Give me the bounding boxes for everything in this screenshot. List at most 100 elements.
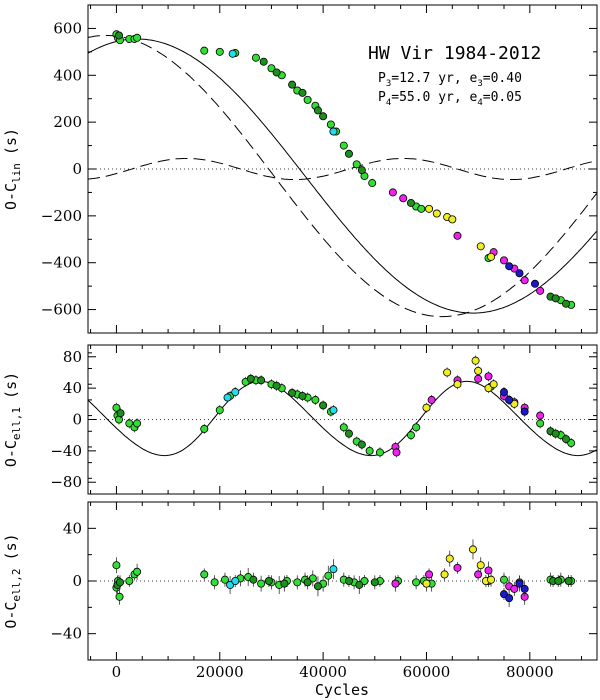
data-point-green: [215, 47, 224, 56]
data-point-green: [365, 446, 374, 455]
data-point-cyan: [231, 577, 240, 586]
x-axis-label: Cycles: [315, 681, 369, 699]
y-tick-label: 40: [63, 379, 82, 397]
data-point-yellow: [476, 561, 485, 570]
data-point-green: [375, 448, 384, 457]
data-point-dark_green: [561, 299, 570, 308]
data-point-cyan: [329, 565, 338, 574]
model-curve-ell1: [88, 380, 597, 457]
y-tick-label: 40: [63, 519, 82, 537]
data-point-dark_green: [406, 198, 415, 207]
y-tick-label: 400: [53, 66, 82, 84]
data-point-yellow: [448, 215, 457, 224]
data-point-magenta: [474, 570, 483, 579]
data-point-dark_green: [319, 112, 328, 121]
data-point-green: [536, 419, 545, 428]
data-point-green: [112, 561, 121, 570]
data-point-dark_green: [246, 374, 255, 383]
data-point-magenta: [427, 395, 436, 404]
data-point-yellow: [425, 204, 434, 213]
data-point-dark_green: [288, 80, 297, 89]
data-point-magenta: [388, 188, 397, 197]
data-point-blue: [515, 579, 524, 588]
model-curve-p3: [88, 158, 597, 180]
data-point-magenta: [484, 372, 493, 381]
data-point-blue: [505, 262, 514, 271]
x-tick-label: 60000: [403, 663, 451, 681]
data-point-green: [133, 419, 142, 428]
y-tick-label: 0: [72, 572, 82, 590]
data-point-yellow: [489, 380, 498, 389]
data-point-green: [112, 403, 121, 412]
y-tick-label: 200: [53, 113, 82, 131]
data-point-yellow: [468, 545, 477, 554]
top-panel-oc-lin: −600 −400 −200 0 200 400 600 O-Clin(s): [2, 4, 598, 334]
y-tick-label: 600: [53, 19, 82, 37]
data-point-green: [311, 395, 320, 404]
data-point-green: [406, 431, 415, 440]
data-point-cyan: [228, 49, 237, 58]
param-line-1: P3=12.7 yr, e3=0.40: [378, 71, 522, 89]
data-point-dark_green: [564, 577, 573, 586]
data-point-green: [499, 575, 508, 584]
data-point-dark_green: [298, 88, 307, 97]
data-point-magenta: [392, 448, 401, 457]
model-curve-p4: [88, 35, 597, 318]
data-point-green: [326, 120, 335, 129]
x-tick-label: 80000: [506, 663, 554, 681]
data-point-dark_green: [116, 409, 125, 418]
data-point-dark_green: [355, 580, 364, 589]
data-point-yellow: [476, 242, 485, 251]
data-point-blue: [515, 269, 524, 278]
data-point-green: [324, 571, 333, 580]
figure-title: HW Vir 1984-2012: [368, 43, 541, 64]
data-point-green: [133, 33, 142, 42]
data-point-dark_green: [344, 577, 353, 586]
data-point-green: [339, 423, 348, 432]
y-tick-label: −80: [50, 473, 82, 491]
y-axis-label: O-Cell,2(s): [2, 533, 23, 628]
data-point-green: [412, 423, 421, 432]
data-point-dark_green: [298, 391, 307, 400]
data-point-yellow: [453, 380, 462, 389]
data-point-yellow: [474, 366, 483, 375]
data-point-green: [215, 406, 224, 415]
data-point-cyan: [329, 406, 338, 415]
data-point-magenta: [391, 579, 400, 588]
data-point-dark_green: [357, 440, 366, 449]
data-point-magenta: [453, 563, 462, 572]
data-point-blue: [520, 584, 529, 593]
model-curve-combined: [88, 38, 597, 314]
data-point-green: [251, 53, 260, 62]
data-point-magenta: [499, 256, 508, 265]
data-point-green: [133, 567, 142, 576]
data-point-yellow: [422, 579, 431, 588]
param-line-2: P4=55.0 yr, e4=0.05: [378, 90, 522, 108]
data-point-yellow: [487, 575, 496, 584]
y-tick-label: −40: [50, 442, 82, 460]
bottom-panel-oc-ell2: −40 0 40 0 20000 40000 60000 80000 O-Cell,2(s): [2, 501, 598, 681]
data-point-dark_green: [357, 166, 366, 175]
data-point-magenta: [510, 584, 519, 593]
y-tick-label: 0: [72, 411, 82, 429]
data-point-blue: [499, 388, 508, 397]
data-point-green: [200, 46, 209, 55]
data-point-dark_green: [551, 294, 560, 303]
data-point-yellow: [440, 570, 449, 579]
data-point-green: [115, 592, 124, 601]
data-point-green: [200, 424, 209, 433]
data-point-dark_green: [288, 388, 297, 397]
data-point-green: [352, 160, 361, 169]
data-point-magenta: [399, 194, 408, 203]
y-tick-label: −600: [41, 301, 82, 319]
data-point-yellow: [443, 368, 452, 377]
data-point-dark_green: [344, 429, 353, 438]
data-point-green: [293, 578, 302, 587]
data-point-blue: [530, 279, 539, 288]
data-point-blue: [520, 407, 529, 416]
data-point-cyan: [223, 393, 232, 402]
y-tick-label: −200: [41, 207, 82, 225]
data-point-dark_green: [313, 106, 322, 115]
data-point-dark_green: [272, 68, 281, 77]
x-tick-label: 20000: [196, 663, 244, 681]
